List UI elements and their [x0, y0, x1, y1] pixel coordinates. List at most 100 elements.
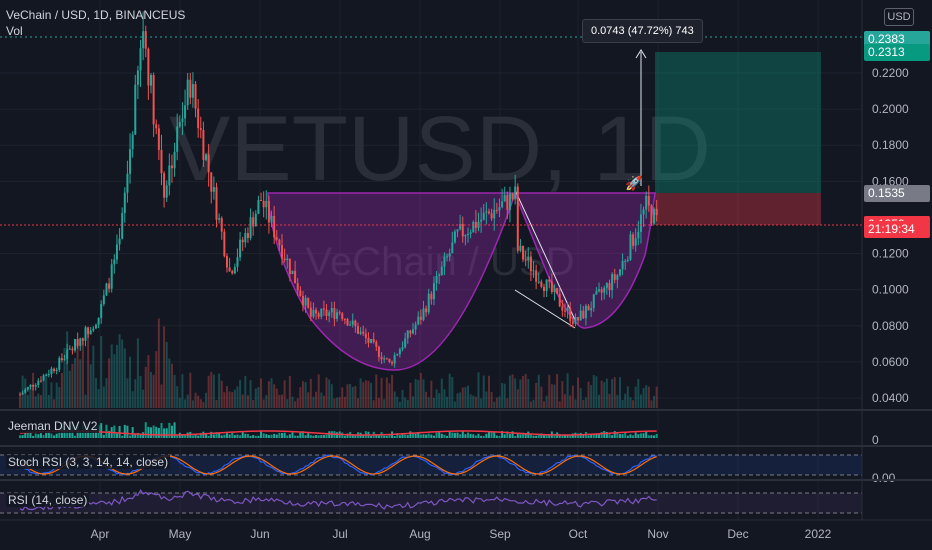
candle-body	[569, 307, 572, 322]
jeeman-bar	[325, 434, 328, 438]
candle-body	[301, 295, 304, 306]
volume-bar	[270, 378, 273, 408]
jeeman-bar	[401, 433, 404, 438]
candle-body	[480, 219, 483, 222]
candle-body	[283, 258, 286, 261]
volume-bar	[351, 386, 354, 408]
volume-bar	[283, 380, 286, 408]
volume-bar	[393, 391, 396, 408]
candle-body	[322, 308, 325, 310]
volume-bar	[249, 380, 252, 408]
volume-bar	[341, 387, 344, 408]
measure-arrow[interactable]	[635, 49, 647, 186]
candle-body	[63, 359, 66, 361]
candle-body	[356, 326, 359, 334]
wedge-lines	[514, 189, 576, 329]
jeeman-bar	[501, 431, 504, 438]
volume-bar	[254, 388, 257, 408]
candle-body	[422, 308, 425, 320]
long-position-tool[interactable]	[655, 52, 821, 225]
volume-bar	[118, 334, 121, 408]
candle-body	[595, 291, 598, 295]
jeeman-bar	[273, 433, 276, 438]
volume-bar	[184, 399, 187, 408]
symbol-title[interactable]: VeChain / USD, 1D, BINANCEUS	[6, 8, 186, 22]
volume-bar	[176, 386, 179, 408]
cup-and-handle-pattern[interactable]	[267, 189, 656, 371]
candle-body	[522, 245, 525, 260]
candle-body	[244, 233, 247, 243]
jeeman-bar	[309, 435, 312, 438]
price-axis[interactable]: 0.22000.20000.18000.16000.12000.10000.08…	[872, 66, 909, 405]
jeeman-bar	[131, 427, 134, 438]
volume-bar	[53, 399, 56, 408]
jeeman-bar	[29, 432, 32, 438]
time-axis[interactable]: Apr May Jun Jul Aug Sep Oct Nov Dec 2022	[91, 527, 832, 541]
candle-body	[32, 384, 35, 387]
candle-body	[87, 327, 90, 335]
volume-bar	[372, 400, 375, 408]
jeeman-bar	[448, 431, 451, 438]
volume-bar	[58, 387, 61, 408]
jeeman-bar	[493, 431, 496, 438]
time-tick: Aug	[409, 527, 430, 541]
volume-bar	[459, 392, 462, 408]
candle-body	[21, 392, 24, 395]
volume-bar	[126, 378, 129, 408]
volume-bar	[123, 348, 126, 408]
handle-shape	[513, 192, 656, 329]
candle-body	[558, 293, 561, 307]
volume-bar	[632, 400, 635, 408]
candle-body	[377, 346, 380, 357]
candle-body	[493, 209, 496, 219]
volume-bar	[527, 378, 530, 408]
volume-bar	[241, 394, 244, 408]
candle-body	[267, 200, 270, 223]
candle-body	[278, 239, 281, 246]
candle-body	[286, 258, 289, 261]
jeeman-bar	[113, 425, 116, 438]
volume-bar	[160, 384, 163, 408]
jeeman-bar	[102, 434, 105, 438]
jeeman-bar	[275, 434, 278, 438]
jeeman-label[interactable]: Jeeman DNV V2	[6, 419, 100, 433]
volume-bar	[425, 391, 428, 408]
candle-body	[118, 238, 121, 245]
jeeman-bar	[341, 432, 344, 438]
jeeman-bar	[176, 435, 179, 438]
volume-bar	[330, 384, 333, 408]
time-tick: Jun	[250, 527, 269, 541]
candle-body	[487, 211, 490, 214]
jeeman-bar	[532, 435, 535, 438]
volume-bar	[312, 396, 315, 408]
candle-body	[461, 224, 464, 237]
volume-bar	[265, 395, 268, 408]
jeeman-bar	[487, 432, 490, 438]
currency-button[interactable]: USD	[884, 8, 914, 26]
volume-label[interactable]: Vol	[6, 24, 23, 38]
candle-body	[590, 307, 593, 311]
volume-bar	[485, 391, 488, 408]
candle-body	[194, 84, 197, 109]
candle-body	[600, 289, 603, 293]
jeeman-bar	[558, 433, 561, 438]
jeeman-bar	[655, 433, 658, 438]
stoch-rsi-label[interactable]: Stoch RSI (3, 3, 14, 14, close)	[6, 455, 171, 469]
volume-bar	[503, 383, 506, 408]
jeeman-bar	[422, 434, 425, 438]
jeeman-bar	[336, 432, 339, 438]
volume-bar	[535, 382, 538, 408]
jeeman-bar	[53, 435, 56, 438]
jeeman-bar	[265, 434, 268, 438]
jeeman-bar	[464, 434, 467, 438]
candle-body	[81, 338, 84, 341]
candle-body	[317, 313, 320, 317]
candle-body	[490, 213, 493, 219]
candle-body	[464, 234, 467, 237]
volume-bar	[579, 388, 582, 408]
candle-body	[142, 31, 145, 49]
volume-bar	[168, 358, 171, 408]
volume-bar	[239, 379, 242, 408]
rsi-label[interactable]: RSI (14, close)	[6, 493, 90, 507]
